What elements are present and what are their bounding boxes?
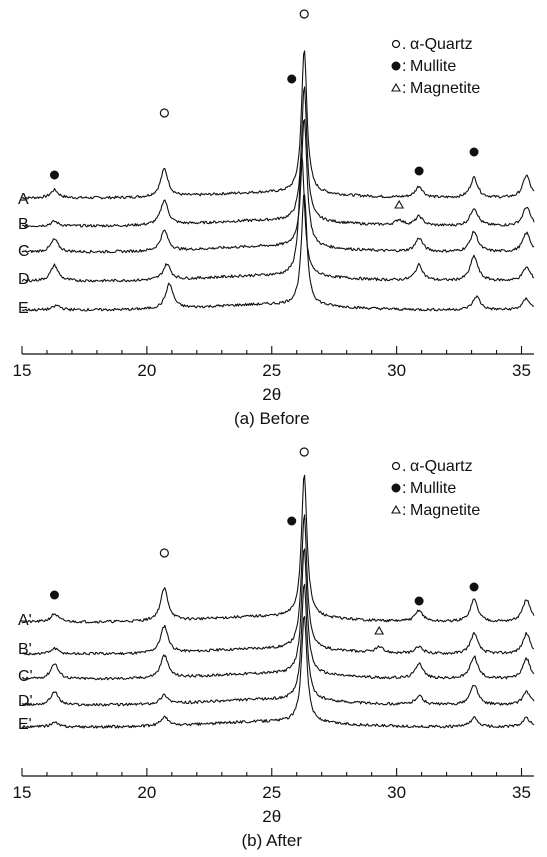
trace-label: A: [18, 191, 29, 208]
mullite-marker: [49, 590, 59, 600]
quartz-marker: [159, 108, 169, 118]
legend-magnetite-symbol: [391, 504, 401, 514]
legend-separator: .: [402, 458, 406, 475]
x-tick-label: 25: [262, 783, 281, 802]
legend-mullite-symbol: [391, 61, 401, 71]
trace-label: A': [18, 612, 32, 629]
x-tick-label: 20: [137, 361, 156, 380]
x-axis-label: 2θ: [262, 385, 281, 404]
x-tick-label: 15: [13, 783, 32, 802]
x-tick-label: 35: [512, 783, 531, 802]
mullite-marker: [287, 516, 297, 526]
trace-label: C: [18, 243, 30, 260]
legend-label: Magnetite: [410, 502, 480, 519]
trace-label: D': [18, 693, 33, 710]
trace-A: [21, 50, 535, 200]
legend-magnetite-symbol: [391, 82, 401, 92]
x-tick-label: 20: [137, 783, 156, 802]
x-tick-label: 30: [387, 361, 406, 380]
trace-Bp: [21, 514, 535, 656]
legend-label: Magnetite: [410, 80, 480, 97]
legend-quartz-symbol: [391, 39, 401, 49]
legend-separator: :: [402, 502, 406, 519]
mullite-marker: [414, 166, 424, 176]
trace-Ep: [21, 616, 535, 729]
legend-mullite-symbol: [391, 483, 401, 493]
trace-B: [21, 86, 535, 228]
legend-separator: :: [402, 80, 406, 97]
mullite-marker: [469, 147, 479, 157]
trace-Cp: [21, 548, 535, 681]
quartz-marker: [299, 447, 309, 457]
trace-label: B: [18, 216, 29, 233]
panel-after: A' B' C' D' E' 15 20 25 30 35 2θ (b) After. α-Quartz…: [13, 447, 535, 850]
panel-caption: (b) After: [242, 831, 303, 850]
x-tick-label: 30: [387, 783, 406, 802]
x-tick-label: 25: [262, 361, 281, 380]
mullite-marker: [49, 170, 59, 180]
mullite-marker: [414, 596, 424, 606]
legend-quartz-symbol: [391, 461, 401, 471]
quartz-marker: [299, 9, 309, 19]
trace-Ap: [21, 474, 535, 624]
legend-label: Mullite: [410, 480, 456, 497]
magnetite-marker: [394, 199, 405, 209]
legend-label: α-Quartz: [410, 458, 473, 475]
trace-label: B': [18, 641, 32, 658]
trace-label: D: [18, 271, 30, 288]
trace-label: C': [18, 668, 33, 685]
trace-label: E': [18, 716, 32, 733]
trace-E: [21, 194, 535, 312]
mullite-marker: [287, 74, 297, 84]
quartz-marker: [159, 548, 169, 558]
trace-D: [21, 152, 535, 283]
x-axis-label: 2θ: [262, 807, 281, 826]
x-tick-label: 35: [512, 361, 531, 380]
trace-label: E: [18, 300, 29, 317]
legend-label: Mullite: [410, 58, 456, 75]
legend-separator: :: [402, 480, 406, 497]
mullite-marker: [469, 582, 479, 592]
x-tick-label: 15: [13, 361, 32, 380]
magnetite-marker: [374, 625, 385, 635]
legend-separator: .: [402, 36, 406, 53]
panel-caption: (a) Before: [234, 409, 310, 428]
legend-separator: :: [402, 58, 406, 75]
legend-label: α-Quartz: [410, 36, 473, 53]
trace-C: [21, 119, 535, 254]
trace-Dp: [21, 583, 535, 707]
